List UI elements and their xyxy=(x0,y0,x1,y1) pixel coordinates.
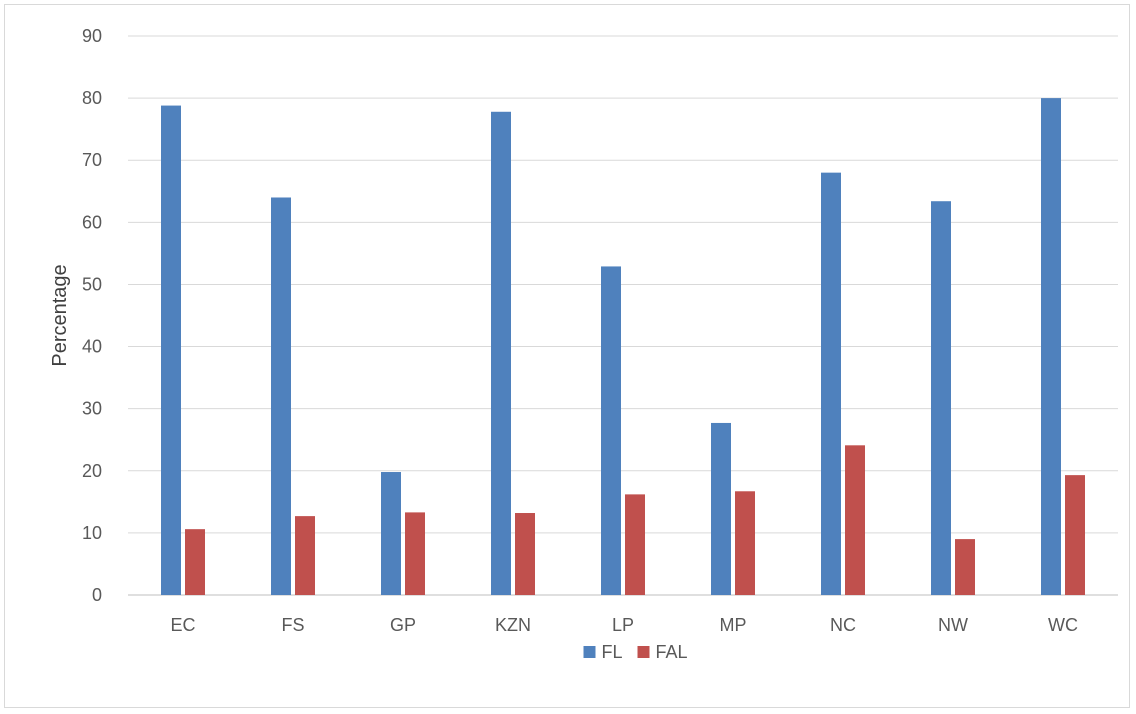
bar-fl-fs xyxy=(271,197,291,595)
bar-fal-nc xyxy=(845,445,865,595)
y-tick-label: 10 xyxy=(82,523,102,543)
x-tick-label: NW xyxy=(938,615,968,635)
bar-fl-nc xyxy=(821,172,841,595)
x-tick-label: EC xyxy=(170,615,195,635)
y-tick-label: 60 xyxy=(82,212,102,232)
y-tick-label: 90 xyxy=(82,26,102,46)
bar-fal-fs xyxy=(295,516,315,595)
bar-fl-kzn xyxy=(491,111,511,595)
x-tick-label: KZN xyxy=(495,615,531,635)
bar-fal-gp xyxy=(405,512,425,595)
x-tick-label: LP xyxy=(612,615,634,635)
y-axis-title: Percentage xyxy=(49,264,71,366)
y-tick-label: 40 xyxy=(82,337,102,357)
legend-label-fal: FAL xyxy=(656,642,688,662)
bar-fl-lp xyxy=(601,266,621,595)
bar-fal-nw xyxy=(955,539,975,595)
bar-fl-mp xyxy=(711,422,731,595)
x-tick-label: WC xyxy=(1048,615,1078,635)
x-tick-label: GP xyxy=(390,615,416,635)
x-tick-label: NC xyxy=(830,615,856,635)
legend-swatch-fl xyxy=(583,646,596,658)
bar-fal-wc xyxy=(1065,475,1085,595)
x-tick-label: FS xyxy=(281,615,304,635)
bar-fal-kzn xyxy=(515,513,535,595)
y-tick-label: 50 xyxy=(82,274,102,294)
bar-fal-ec xyxy=(185,529,205,595)
bar-fal-lp xyxy=(625,494,645,595)
x-tick-label: MP xyxy=(720,615,747,635)
bar-fal-mp xyxy=(735,491,755,595)
y-tick-label: 70 xyxy=(82,150,102,170)
y-tick-label: 80 xyxy=(82,88,102,108)
y-tick-label: 0 xyxy=(92,585,102,605)
legend-swatch-fal xyxy=(637,646,650,658)
bar-fl-wc xyxy=(1041,98,1061,595)
bar-fl-nw xyxy=(931,201,951,595)
bar-fl-gp xyxy=(381,472,401,595)
legend-label-fl: FL xyxy=(602,642,623,662)
bar-fl-ec xyxy=(161,105,181,595)
y-tick-label: 30 xyxy=(82,399,102,419)
y-tick-label: 20 xyxy=(82,461,102,481)
